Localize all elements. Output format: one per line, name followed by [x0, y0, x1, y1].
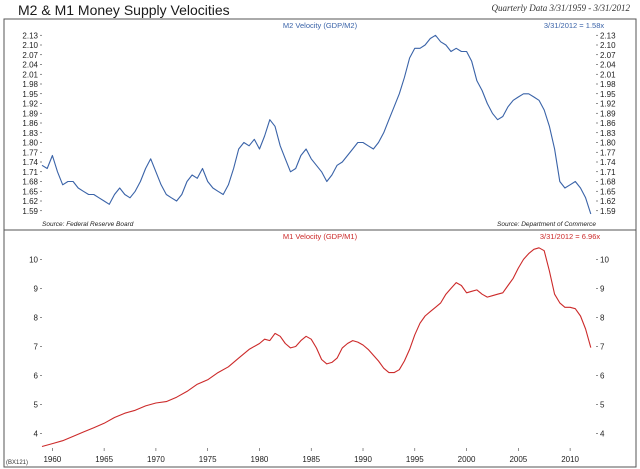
m1-ytick-right: 5	[600, 400, 605, 409]
m2-ytick-right: 2.10	[600, 41, 616, 50]
m2-ytick-right: 1.59	[600, 207, 616, 216]
m2-ytick-left: 1.95	[22, 90, 38, 99]
date-range: Quarterly Data 3/31/1959 - 3/31/2012	[491, 3, 631, 13]
m1-xtick: 2000	[458, 455, 476, 464]
m1-xtick: 2005	[509, 455, 527, 464]
chart-code: (BX121)	[6, 460, 28, 466]
m2-ytick-right: 1.95	[600, 90, 616, 99]
m2-ytick-left: 2.13	[22, 31, 38, 40]
m2-annotation: 3/31/2012 = 1.58x	[544, 21, 605, 30]
m1-ytick-right: 8	[600, 313, 605, 322]
m2-ytick-left: 2.07	[22, 51, 38, 60]
m1-xtick: 1965	[95, 455, 113, 464]
m1-xtick: 1995	[406, 455, 424, 464]
m2-ytick-left: 1.77	[22, 148, 38, 157]
m1-xtick: 2010	[561, 455, 579, 464]
m2-ytick-right: 1.89	[600, 109, 616, 118]
m2-chart-title: M2 Velocity (GDP/M2)	[283, 21, 358, 30]
m1-ytick-left: 9	[34, 284, 39, 293]
m2-ytick-left: 1.86	[22, 119, 38, 128]
m1-ytick-left: 6	[34, 371, 39, 380]
m1-ytick-left: 10	[29, 255, 38, 264]
m1-xtick: 1990	[354, 455, 372, 464]
m1-xtick: 1980	[251, 455, 269, 464]
m2-ytick-right: 1.77	[600, 148, 616, 157]
m1-xtick: 1970	[147, 455, 165, 464]
m2-ytick-left: 1.62	[22, 197, 38, 206]
m2-ytick-right: 1.86	[600, 119, 616, 128]
m1-ytick-right: 6	[600, 371, 605, 380]
m2-ytick-right: 1.74	[600, 158, 616, 167]
m1-ytick-left: 8	[34, 313, 39, 322]
m1-ytick-left: 4	[34, 429, 39, 438]
m2-ytick-right: 1.65	[600, 187, 616, 196]
m2-ytick-left: 1.59	[22, 207, 38, 216]
page-title: M2 & M1 Money Supply Velocities	[18, 2, 230, 18]
m2-ytick-right: 1.71	[600, 168, 616, 177]
m2-ytick-left: 2.01	[22, 70, 38, 79]
m2-ytick-right: 2.13	[600, 31, 616, 40]
m1-ytick-left: 5	[34, 400, 39, 409]
m2-ytick-left: 1.83	[22, 129, 38, 138]
m2-ytick-right: 1.92	[600, 100, 616, 109]
m1-ytick-right: 10	[600, 255, 609, 264]
m2-ytick-left: 1.92	[22, 100, 38, 109]
m2-ytick-right: 1.68	[600, 178, 616, 187]
m1-xtick: 1975	[199, 455, 217, 464]
m1-velocity-line	[41, 247, 592, 448]
m2-ytick-right: 2.01	[600, 70, 616, 79]
m1-ytick-right: 9	[600, 284, 605, 293]
m2-velocity-line	[41, 34, 592, 215]
m2-ytick-left: 1.89	[22, 109, 38, 118]
m2-ytick-left: 1.68	[22, 178, 38, 187]
m2-ytick-left: 2.10	[22, 41, 38, 50]
m2-ytick-left: 1.98	[22, 80, 38, 89]
m1-xtick: 1985	[302, 455, 320, 464]
m2-ytick-right: 1.62	[600, 197, 616, 206]
m1-ytick-right: 4	[600, 429, 605, 438]
chart-frame	[3, 18, 637, 468]
m1-ytick-right: 7	[600, 342, 605, 351]
m1-xtick: 1960	[43, 455, 61, 464]
m2-source-left: Source: Federal Reserve Board	[42, 221, 134, 228]
m2-ytick-right: 1.83	[600, 129, 616, 138]
m2-ytick-right: 2.04	[600, 61, 616, 70]
m2-ytick-left: 2.04	[22, 61, 38, 70]
m2-source-right: Source: Department of Commerce	[497, 221, 596, 228]
m2-ytick-left: 1.71	[22, 168, 38, 177]
m2-ytick-right: 2.07	[600, 51, 616, 60]
m1-chart-title: M1 Velocity (GDP/M1)	[283, 232, 358, 241]
m2-ytick-right: 1.80	[600, 139, 616, 148]
m1-ytick-left: 7	[34, 342, 39, 351]
m2-ytick-left: 1.80	[22, 139, 38, 148]
m1-annotation: 3/31/2012 = 6.96x	[540, 232, 601, 241]
m2-ytick-left: 1.65	[22, 187, 38, 196]
m2-ytick-left: 1.74	[22, 158, 38, 167]
m2-ytick-right: 1.98	[600, 80, 616, 89]
